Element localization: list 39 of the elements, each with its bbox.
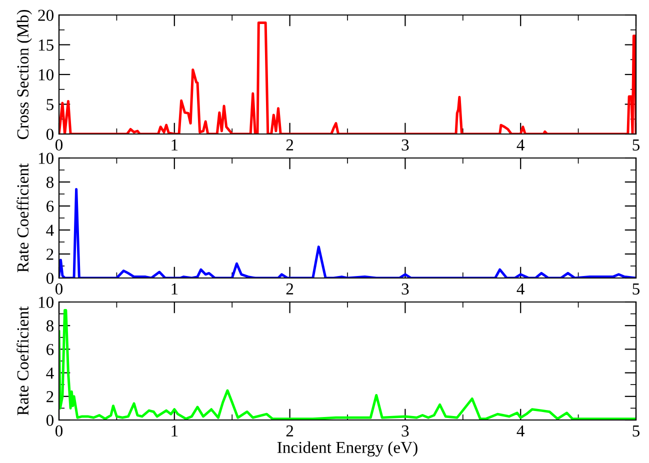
x-tick-label: 4	[516, 425, 525, 436]
y-tick-label: 6	[46, 200, 54, 212]
x-tick-label: 1	[172, 425, 178, 436]
y-tick-label: 0	[46, 272, 54, 284]
x-tick-label: 5	[632, 140, 640, 151]
y-tick-label: 10	[38, 69, 54, 80]
x-tick-label: 2	[286, 283, 294, 294]
x-tick-label: 0	[55, 283, 63, 295]
y-tick-label: 2	[46, 248, 54, 260]
y-tick-label: 5	[46, 99, 54, 110]
y-axis-title: Rate Coefficient	[16, 163, 29, 272]
x-tick-label: 0	[55, 139, 63, 151]
x-tick-label: 0	[55, 425, 63, 437]
y-tick-label: 10	[38, 152, 54, 164]
y-tick-label: 8	[46, 320, 54, 332]
x-tick-label: 3	[402, 425, 409, 437]
x-tick-label: 5	[632, 426, 640, 437]
x-tick-label: 2	[286, 139, 294, 150]
y-tick-label: 4	[46, 368, 54, 379]
y-tick-label: 4	[46, 224, 54, 236]
x-tick-label: 2	[286, 425, 294, 436]
y-axis-title: Cross Section (Mb)	[16, 10, 32, 140]
y-axis-title: Rate Coefficient	[16, 306, 29, 416]
y-tick-label: 2	[46, 391, 54, 402]
y-tick-label: 6	[46, 344, 54, 356]
y-tick-label: 10	[38, 296, 54, 308]
y-tick-label: 15	[38, 40, 54, 51]
x-tick-label: 4	[516, 139, 525, 150]
x-tick-label: 3	[402, 283, 409, 295]
x-tick-label: 1	[172, 139, 178, 150]
y-tick-label: 8	[46, 176, 54, 188]
x-tick-label: 1	[172, 283, 178, 294]
x-tick-label: 4	[516, 283, 525, 294]
y-tick-label: 0	[46, 128, 54, 140]
y-tick-label: 20	[38, 10, 54, 21]
x-tick-label: 5	[632, 284, 640, 295]
y-tick-label: 0	[46, 414, 54, 426]
x-tick-label: 3	[402, 139, 409, 151]
x-axis-title: Incident Energy (eV)	[277, 441, 418, 457]
